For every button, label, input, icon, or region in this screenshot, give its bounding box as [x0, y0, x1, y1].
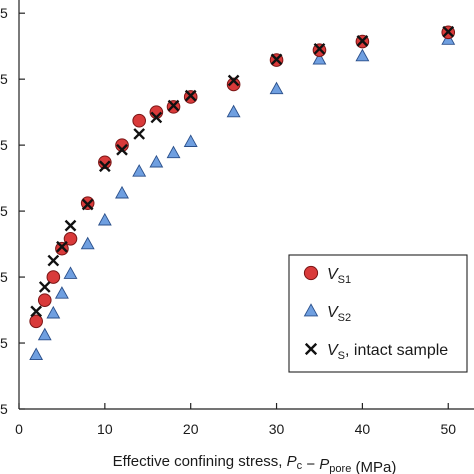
x-axis-label-part: P: [287, 453, 297, 470]
x-axis-label-part: c: [297, 460, 303, 472]
circle-point: [132, 113, 146, 128]
legend-box: [288, 254, 468, 373]
ticks: 0 10 20 30 40 50 5 5 5 5 5 5 5: [0, 5, 456, 437]
x-point: [184, 89, 197, 102]
triangle-point: [97, 212, 112, 226]
series-triangle: [29, 32, 456, 361]
x-axis-label-part: pore: [329, 463, 351, 474]
triangle-point: [355, 48, 370, 62]
x-axis-label-part: (MPa): [351, 459, 396, 474]
x-point: [30, 305, 43, 318]
triangle-point: [132, 164, 147, 177]
circle-point: [63, 232, 78, 246]
legend-label: VS1: [327, 266, 351, 286]
circle-point: [98, 155, 112, 170]
x-point: [64, 219, 77, 232]
x-tick-label: 20: [183, 421, 199, 437]
y-tick-label: 5: [0, 71, 8, 87]
x-point: [47, 254, 60, 267]
x-tick-label: 10: [97, 421, 113, 437]
triangle-point: [46, 305, 61, 319]
triangle-point: [63, 266, 78, 279]
triangle-point: [312, 51, 327, 65]
data-markers: [29, 25, 456, 361]
circle-point: [226, 77, 241, 92]
y-tick-label: 5: [0, 335, 8, 351]
x-axis-label-part: P: [319, 456, 329, 473]
legend-label: VS, intact sample: [327, 342, 448, 362]
x-point: [356, 35, 369, 47]
legend-marker: [304, 342, 318, 356]
x-axis-label-part: −: [302, 456, 319, 473]
legend-marker: [303, 303, 319, 317]
circle-point: [46, 270, 61, 284]
legend-label: VS2: [327, 304, 351, 324]
triangle-point: [183, 134, 198, 147]
x-point: [38, 281, 51, 293]
x-axis-label: Effective confining stress, Pc − Ppore (…: [113, 453, 397, 474]
circle-point: [55, 241, 69, 256]
x-point: [150, 111, 163, 124]
x-point: [227, 74, 240, 87]
x-point: [81, 198, 94, 211]
y-tick-label: 5: [0, 401, 8, 417]
triangle-point: [115, 185, 129, 199]
triangle-point: [29, 347, 44, 361]
y-tick-label: 5: [0, 5, 8, 21]
x-axis-label-part: Effective confining stress,: [113, 453, 287, 470]
x-point: [442, 25, 455, 38]
legend-marker: [303, 265, 319, 281]
x-tick-label: 0: [15, 421, 23, 437]
y-tick-label: 5: [0, 269, 8, 285]
triangle-point: [54, 286, 69, 299]
x-tick-label: 30: [269, 421, 285, 437]
x-point: [99, 160, 111, 173]
circle-point: [29, 314, 43, 329]
y-tick-label: 5: [0, 137, 8, 153]
triangle-point: [166, 145, 181, 159]
x-point: [270, 53, 283, 66]
triangle-point: [226, 104, 241, 118]
triangle-point: [269, 81, 284, 95]
x-point: [313, 42, 326, 55]
x-point: [116, 143, 128, 156]
x-point: [133, 128, 146, 140]
circle-point: [37, 293, 52, 307]
series-x: [30, 25, 455, 318]
x-tick-label: 40: [355, 421, 371, 437]
triangle-point: [37, 327, 52, 341]
x-point: [56, 240, 68, 253]
triangle-point: [149, 154, 164, 168]
legend: VS1 VS2 VS, intact sample: [288, 254, 468, 373]
x-point: [167, 99, 180, 112]
triangle-point: [80, 236, 95, 250]
y-tick-label: 5: [0, 203, 8, 219]
axes: [18, 0, 474, 410]
x-tick-label: 50: [440, 421, 456, 437]
